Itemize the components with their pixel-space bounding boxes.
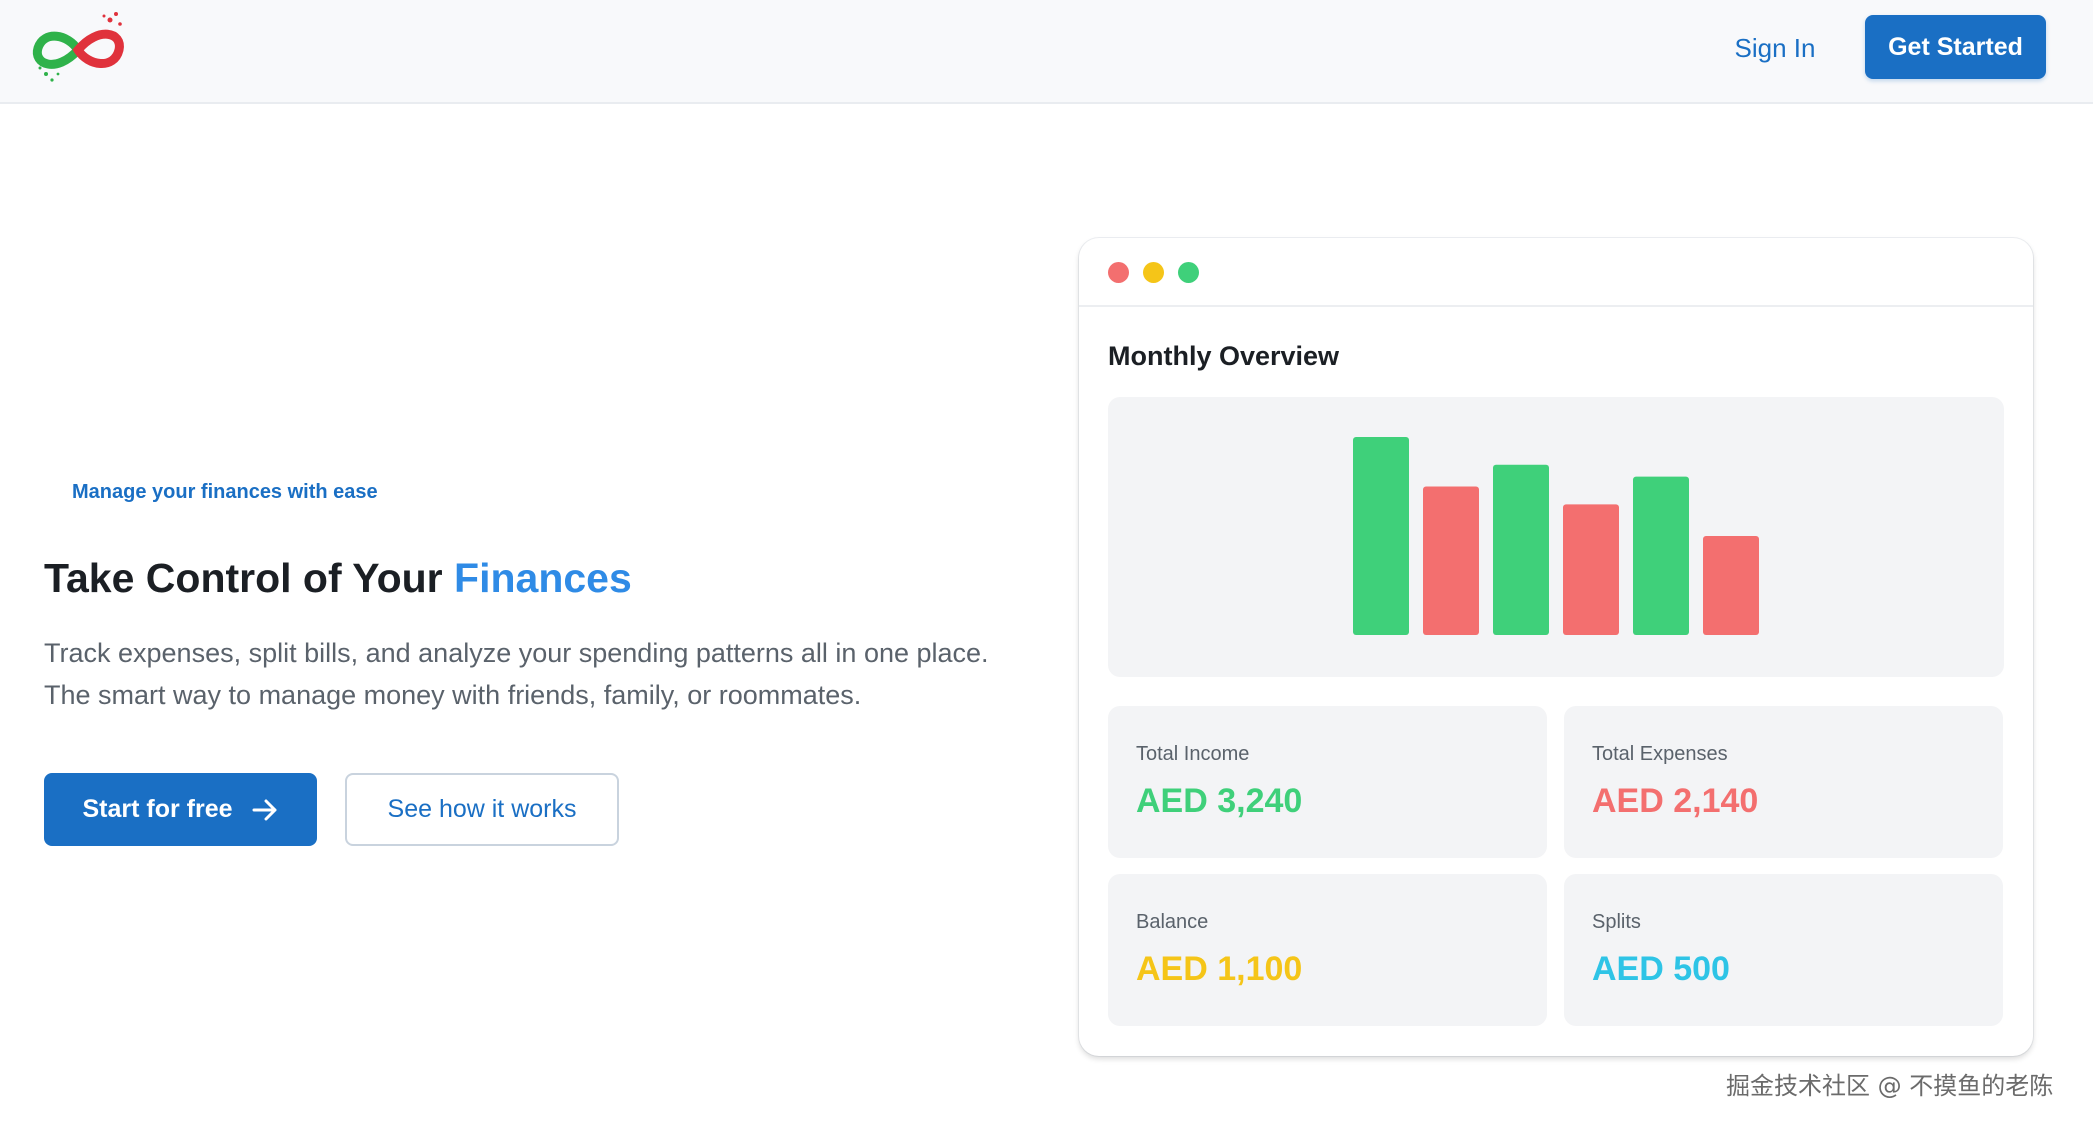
monthly-overview-title: Monthly Overview (1108, 341, 1340, 371)
chart-bar-1 (1353, 437, 1409, 635)
infinity-logo-icon[interactable] (28, 4, 128, 86)
chart-bar-3 (1493, 464, 1549, 635)
stat-total-income: Total Income AED 3,240 (1108, 706, 1547, 858)
hero-tagline: Manage your finances with ease (72, 481, 378, 503)
stat-total-expenses: Total Expenses AED 2,140 (1564, 706, 2003, 858)
see-how-it-works-button[interactable]: See how it works (345, 773, 619, 846)
chart-bar-4 (1563, 504, 1619, 635)
bar-chart-svg (1353, 437, 1759, 635)
start-for-free-label: Start for free (82, 795, 233, 823)
window-close-dot (1108, 262, 1129, 283)
top-nav: Sign In Get Started (0, 0, 2093, 104)
hero-description: Track expenses, split bills, and analyze… (44, 638, 989, 710)
stat-label: Total Income (1136, 743, 1250, 765)
window-minimize-dot (1143, 262, 1164, 283)
hero-title-main: Take Control of Your (44, 555, 455, 601)
stat-value: AED 1,100 (1136, 950, 1303, 988)
stat-label: Splits (1592, 911, 1641, 933)
stat-value: AED 2,140 (1592, 782, 1759, 820)
chart-bar-6 (1703, 536, 1759, 635)
stat-label: Total Expenses (1592, 743, 1728, 765)
watermark-text: 掘金技术社区 @ 不摸鱼的老陈 (1726, 1072, 2054, 1100)
hero-title: Take Control of Your Finances (44, 555, 632, 602)
chart-bar-2 (1423, 486, 1479, 635)
sign-in-link[interactable]: Sign In (1734, 32, 1816, 63)
stat-label: Balance (1136, 911, 1209, 933)
start-for-free-button[interactable]: Start for free (44, 773, 317, 846)
monthly-bar-chart (1108, 397, 2004, 677)
window-title-bar (1079, 238, 2033, 307)
dashboard-preview-card: Monthly Overview Total Income AED 3,240 … (1079, 238, 2033, 1056)
stat-value: AED 3,240 (1136, 782, 1303, 820)
chart-bar-5 (1633, 476, 1689, 635)
window-maximize-dot (1178, 262, 1199, 283)
stat-splits: Splits AED 500 (1564, 874, 2003, 1026)
hero-title-accent: Finances (454, 555, 632, 601)
get-started-button[interactable]: Get Started (1865, 15, 2046, 79)
stat-balance: Balance AED 1,100 (1108, 874, 1547, 1026)
arrow-right-icon (252, 799, 277, 820)
stat-value: AED 500 (1592, 950, 1730, 988)
